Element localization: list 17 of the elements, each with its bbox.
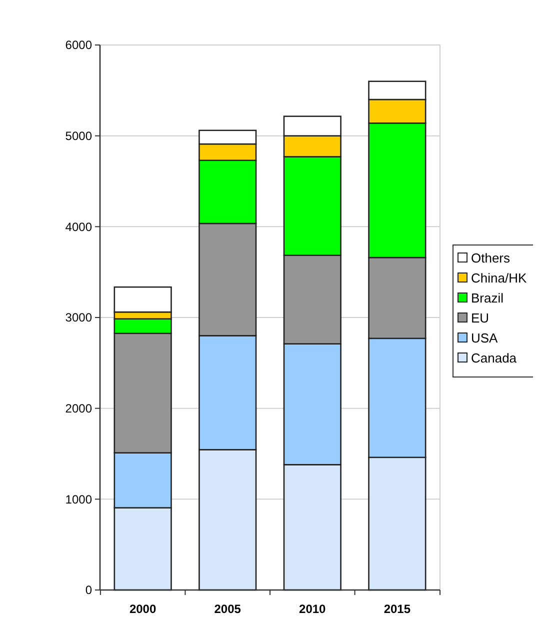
legend-label: EU — [471, 310, 490, 326]
y-tick-label: 0 — [85, 583, 92, 598]
legend-label: USA — [471, 330, 498, 346]
y-tick-label: 2000 — [65, 402, 92, 416]
y-tick-label: 5000 — [65, 129, 92, 144]
legend-label: Canada — [471, 350, 518, 366]
y-tick-label: 6000 — [65, 38, 92, 52]
x-tick-label: 2005 — [214, 602, 242, 616]
legend-label: China/HK — [471, 270, 527, 286]
x-tick-label: 2000 — [129, 602, 156, 616]
x-tick-label: 2010 — [299, 602, 326, 616]
legend-label: Others — [471, 250, 511, 266]
x-tick-label: 2015 — [384, 602, 411, 616]
y-tick-label: 1000 — [65, 492, 92, 506]
y-tick-label: 3000 — [65, 310, 92, 325]
legend-label: Brazil — [471, 290, 504, 306]
y-tick-label: 4000 — [65, 220, 92, 234]
